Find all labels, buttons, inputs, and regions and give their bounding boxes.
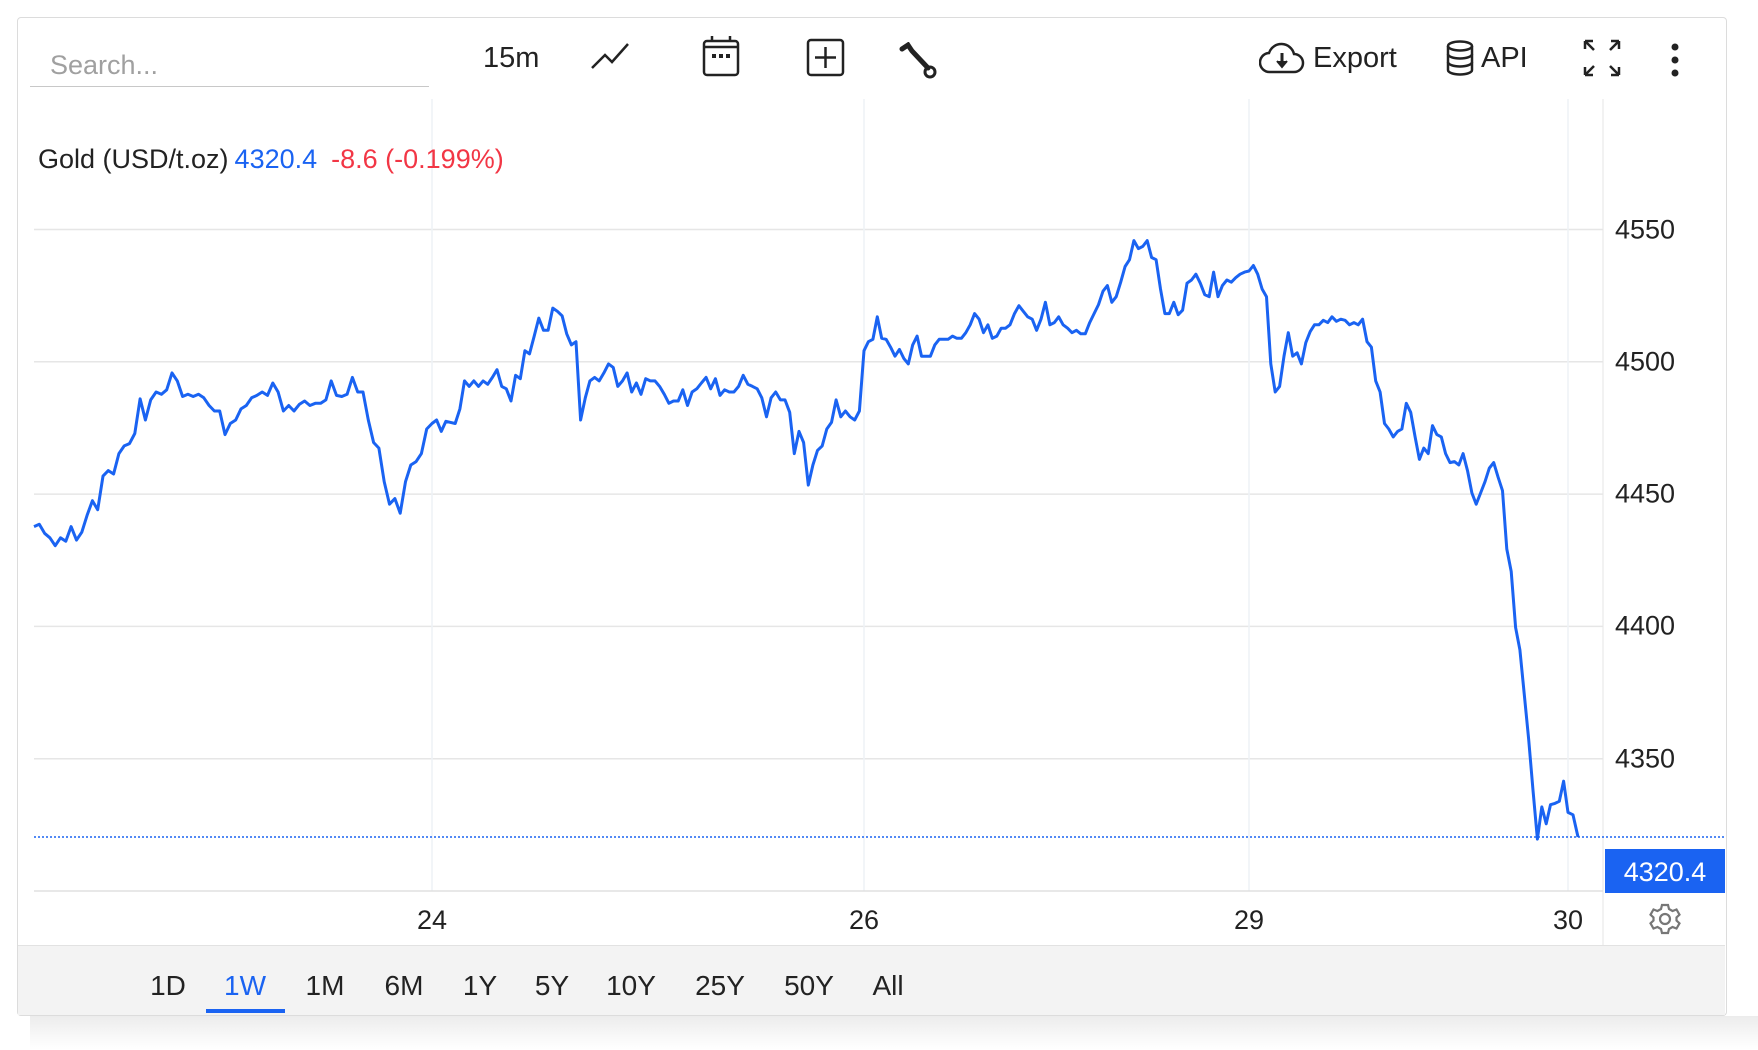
x-tick-label: 29 [1233, 905, 1265, 935]
fullscreen-button[interactable] [1582, 38, 1622, 83]
legend-change: -8.6 (-0.199%) [331, 144, 504, 174]
legend-price: 4320.4 [234, 144, 318, 174]
last-price-label: 4320.4 [1605, 849, 1725, 893]
y-tick-label: 4500 [1615, 346, 1676, 377]
range-button-all[interactable]: All [872, 970, 904, 1001]
legend-symbol: Gold (USD/t.oz) [38, 144, 229, 174]
api-button[interactable]: API [1445, 40, 1528, 76]
date-range-button[interactable] [701, 34, 741, 83]
range-bar [18, 945, 1725, 1015]
more-vertical-icon [1671, 43, 1679, 77]
add-box-icon [806, 38, 845, 77]
price-line-series [33, 239, 1580, 841]
y-tick-label: 4450 [1615, 478, 1676, 509]
search-input[interactable] [30, 44, 429, 87]
y-tick-label: 4550 [1615, 214, 1676, 244]
card-shadow [30, 1016, 1758, 1050]
range-button-50y[interactable]: 50Y [784, 970, 834, 1001]
range-button-1d[interactable]: 1D [150, 970, 186, 1001]
x-tick-label: 24 [416, 905, 448, 935]
api-label: API [1481, 42, 1528, 74]
range-button-6m[interactable]: 6M [384, 970, 424, 1001]
range-button-1w[interactable]: 1W [224, 970, 266, 1001]
chart-widget [17, 17, 1727, 1016]
y-tick-label: 4400 [1615, 610, 1676, 641]
export-button[interactable]: Export [1259, 40, 1397, 76]
active-range-indicator [206, 1009, 285, 1013]
export-label: Export [1313, 42, 1397, 74]
range-button-10y[interactable]: 10Y [606, 970, 656, 1001]
y-tick-label: 4350 [1615, 743, 1676, 774]
cloud-download-icon [1259, 42, 1305, 74]
range-button-5y[interactable]: 5Y [534, 970, 570, 1001]
x-tick-label: 26 [848, 905, 880, 935]
range-button-1y[interactable]: 1Y [462, 970, 498, 1001]
wrench-icon [899, 41, 937, 79]
chart-type-button[interactable] [590, 38, 632, 83]
interval-button[interactable]: 15m [483, 42, 540, 74]
settings-tools-button[interactable] [898, 41, 938, 87]
x-tick-label: 30 [1552, 905, 1584, 935]
gear-icon [1649, 903, 1681, 935]
range-button-1m[interactable]: 1M [305, 970, 345, 1001]
add-indicator-button[interactable] [806, 38, 846, 83]
chart-legend: Gold (USD/t.oz) 4320.4 -8.6 (-0.199%) [38, 144, 504, 175]
database-icon [1446, 40, 1474, 76]
line-chart-icon [591, 43, 629, 69]
fullscreen-icon [1583, 39, 1621, 77]
more-menu-button[interactable] [1668, 42, 1682, 83]
range-button-25y[interactable]: 25Y [695, 970, 745, 1001]
calendar-icon [702, 36, 740, 77]
chart-settings-button[interactable] [1648, 902, 1682, 941]
